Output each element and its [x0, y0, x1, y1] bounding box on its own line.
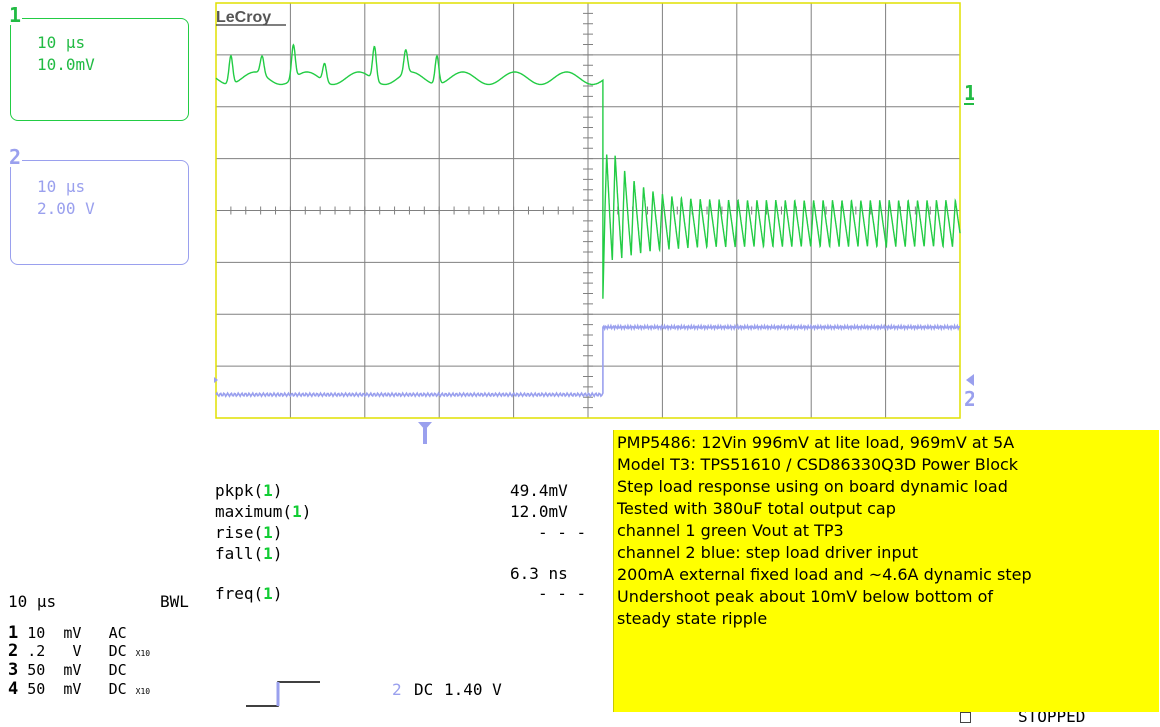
- channel-2-scale: 2.00 V: [37, 199, 95, 218]
- channel-2-number: 2: [8, 145, 23, 169]
- channel-1-info-box[interactable]: 1 10 µs 10.0mV: [8, 5, 189, 121]
- trigger-position-stem: [423, 428, 427, 444]
- scope-frame: [215, 2, 961, 419]
- note-line: channel 2 blue: step load driver input: [617, 543, 919, 562]
- channel-4-settings[interactable]: 4 50 mV DC X10: [8, 679, 151, 699]
- note-line: steady state ripple: [617, 609, 768, 628]
- measurement-rise: rise(1): [215, 523, 283, 542]
- measurement-maximum-value: 12.0mV: [510, 502, 568, 521]
- measurement-pkpk-value: 49.4mV: [510, 481, 568, 500]
- channel-2-settings[interactable]: 2 .2 V DC X10: [8, 641, 151, 661]
- channel-2-timebase: 10 µs: [37, 177, 86, 196]
- measurement-rise-value: - - -: [538, 523, 587, 542]
- status-checkbox[interactable]: [960, 712, 971, 723]
- trigger-channel: 2: [392, 680, 402, 699]
- channel-1-settings[interactable]: 1 10 mV AC: [8, 623, 127, 643]
- measurement-fall: fall(1): [215, 544, 283, 563]
- measurement-freq-value: - - -: [538, 584, 587, 603]
- channel-2-level-marker: [966, 374, 974, 386]
- trigger-level: 1.40 V: [444, 680, 502, 699]
- channel-1-timebase: 10 µs: [37, 33, 86, 52]
- channel-1-number: 1: [8, 3, 23, 27]
- trigger-position-marker: [418, 422, 432, 430]
- note-line: channel 1 green Vout at TP3: [617, 521, 844, 540]
- note-line: 200mA external fixed load and ~4.6A dyna…: [617, 565, 1032, 584]
- annotation-note: PMP5486: 12Vin 996mV at lite load, 969mV…: [613, 430, 1159, 712]
- measurement-freq: freq(1): [215, 584, 283, 603]
- channel-1-right-marker: 1: [964, 81, 974, 105]
- trigger-coupling: DC: [414, 680, 434, 699]
- channel-2-info-box[interactable]: 2 10 µs 2.00 V: [8, 147, 189, 265]
- timebase-readout: 10 µs: [8, 592, 57, 611]
- note-line: Model T3: TPS51610 / CSD86330Q3D Power B…: [617, 455, 1019, 474]
- measurement-maximum: maximum(1): [215, 502, 312, 521]
- channel-3-settings[interactable]: 3 50 mV DC: [8, 660, 127, 680]
- trigger-edge-icon: [246, 681, 320, 707]
- left-level-marker: [214, 377, 218, 383]
- measurement-pkpk: pkpk(1): [215, 481, 283, 500]
- scope-grid: [215, 2, 961, 419]
- channel-1-trace: [215, 43, 961, 299]
- note-line: Undershoot peak about 10mV below bottom …: [617, 587, 994, 606]
- channel-2-right-marker: 2: [964, 387, 974, 411]
- bwl-indicator: BWL: [160, 592, 189, 611]
- note-line: Tested with 380uF total output cap: [617, 499, 896, 518]
- channel-1-scale: 10.0mV: [37, 55, 95, 74]
- channel-2-trace: [215, 323, 961, 398]
- scope-display[interactable]: LeCroy 1 2: [214, 0, 974, 450]
- note-line: Step load response using on board dynami…: [617, 477, 1008, 496]
- measurement-fall-value: 6.3 ns: [510, 564, 568, 583]
- note-line: PMP5486: 12Vin 996mV at lite load, 969mV…: [617, 433, 1015, 452]
- brand-logo: LeCroy: [216, 9, 271, 26]
